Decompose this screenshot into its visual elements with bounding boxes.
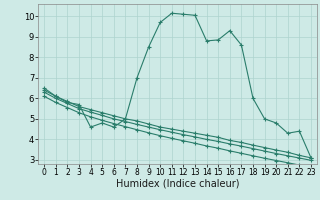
X-axis label: Humidex (Indice chaleur): Humidex (Indice chaleur) [116,179,239,189]
